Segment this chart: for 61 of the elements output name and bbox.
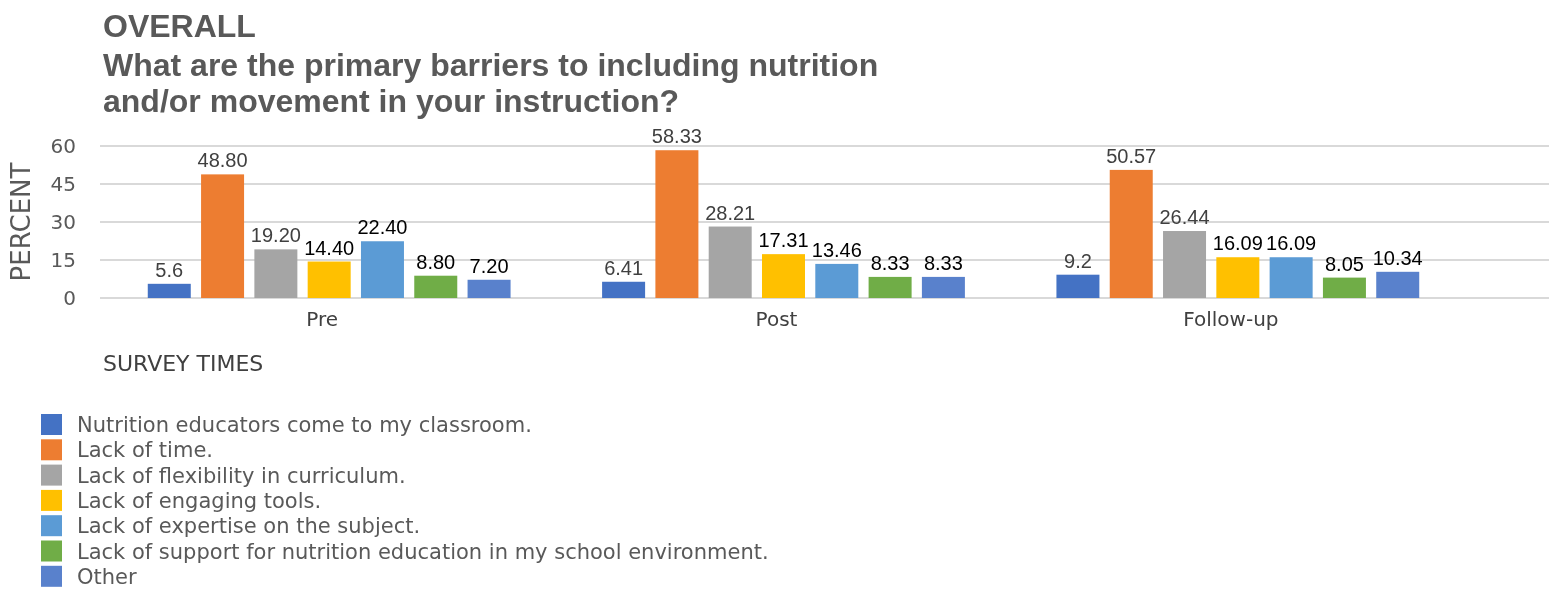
y-tick-label: 15 [50,247,76,272]
bar [307,261,351,298]
data-label: 50.57 [1106,144,1157,167]
bar [1322,277,1366,298]
legend-label: Other [77,564,137,589]
bar [1269,257,1313,298]
bar [602,281,646,298]
bar [254,249,298,298]
data-label: 8.33 [923,251,963,274]
data-label: 26.44 [1159,206,1210,229]
bar [360,241,404,298]
data-label: 48.80 [197,149,248,172]
data-label: 10.34 [1372,246,1423,269]
y-tick-label: 30 [50,209,76,234]
bar [868,276,912,298]
bar [414,275,458,298]
chart-title: OVERALL [103,8,256,44]
bar [921,276,965,298]
data-label: 8.33 [870,251,910,274]
y-tick-label: 60 [50,133,76,158]
legend-label: Nutrition educators come to my classroom. [77,413,532,437]
data-label: 5.6 [155,258,184,281]
y-tick-label: 0 [63,285,76,310]
bar [147,283,191,298]
data-label: 7.20 [469,254,509,277]
data-label: 19.20 [250,224,301,247]
legend-label: Lack of flexibility in curriculum. [77,463,406,488]
y-axis-title: PERCENT [6,162,36,282]
y-tick-label: 45 [50,171,76,196]
data-label: 16.09 [1266,232,1317,255]
data-label: 17.31 [758,229,809,252]
bar [1376,271,1420,298]
x-tick-label: Post [755,307,798,332]
chart-subtitle: What are the primary barriers to including nutrition and/or movement in your instruction? [103,47,879,119]
legend-label: Lack of engaging tools. [77,488,322,513]
data-label: 16.09 [1212,232,1263,255]
bar [1056,274,1100,298]
data-label: 13.46 [811,238,862,261]
bar [655,150,699,298]
data-label: 58.33 [651,125,702,148]
data-label: 8.05 [1324,252,1364,275]
bar [1216,257,1260,298]
bar [815,263,859,298]
bar [201,174,245,298]
bar [762,254,805,298]
bar [708,226,752,298]
x-tick-label: Follow-up [1183,307,1279,332]
legend-label: Lack of support for nutrition education in my school environment. [77,539,769,564]
data-label: 14.40 [304,236,355,259]
x-axis-title: SURVEY TIMES [103,351,264,376]
bar [1109,169,1153,298]
legend-label: Lack of time. [77,438,213,463]
data-label: 6.41 [604,256,644,279]
x-tick-label: Pre [306,307,339,332]
data-label: 8.80 [416,250,456,273]
data-label: 28.21 [705,201,756,224]
data-label: 9.2 [1064,249,1092,272]
legend-label: Lack of expertise on the subject. [77,514,421,539]
data-label: 22.40 [357,216,408,239]
bar [1163,231,1207,298]
bar [467,279,511,298]
